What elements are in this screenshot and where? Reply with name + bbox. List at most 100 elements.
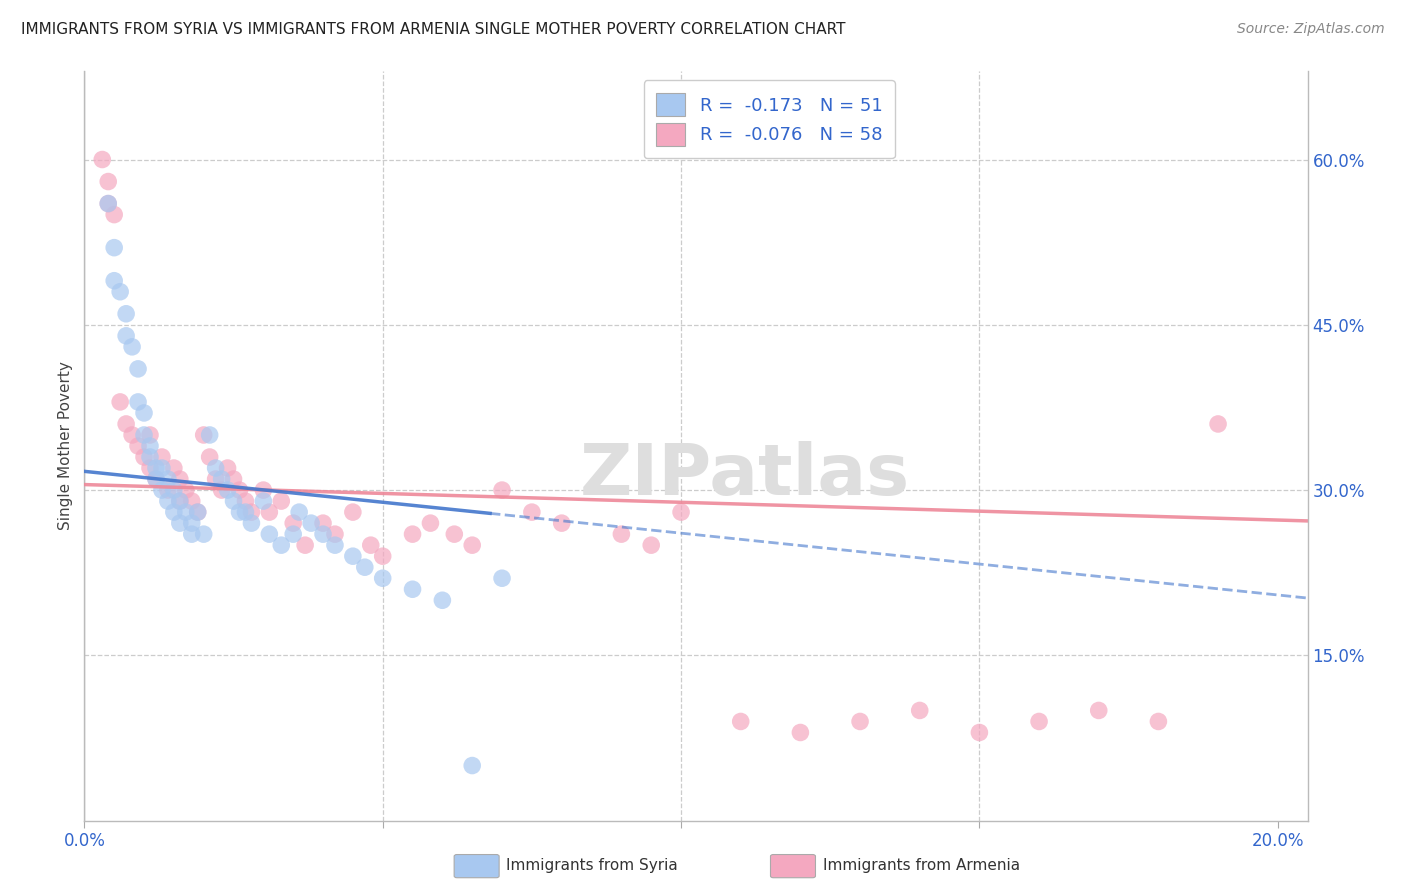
Text: Source: ZipAtlas.com: Source: ZipAtlas.com [1237, 22, 1385, 37]
Point [121, 428, 143, 442]
Point [198, 428, 221, 442]
Point [461, 758, 484, 772]
Point [204, 472, 226, 486]
Point [240, 516, 263, 530]
Point [91, 153, 114, 167]
Point [969, 725, 991, 739]
Point [610, 527, 633, 541]
Point [342, 549, 364, 564]
Point [115, 417, 138, 431]
Point [163, 505, 186, 519]
Point [849, 714, 872, 729]
Point [150, 461, 173, 475]
Point [139, 450, 162, 464]
Point [145, 472, 167, 486]
Point [640, 538, 662, 552]
Point [299, 516, 322, 530]
Point [150, 450, 173, 464]
Point [371, 571, 394, 585]
Point [288, 505, 311, 519]
Point [1206, 417, 1229, 431]
Point [360, 538, 382, 552]
Point [217, 461, 239, 475]
Point [252, 483, 274, 497]
Point [145, 461, 167, 475]
Point [270, 494, 292, 508]
Text: Immigrants from Syria: Immigrants from Syria [506, 858, 678, 872]
Point [283, 516, 305, 530]
Point [270, 538, 292, 552]
Text: ZIPatlas: ZIPatlas [579, 442, 910, 510]
Point [169, 472, 191, 486]
Point [204, 461, 226, 475]
Point [432, 593, 454, 607]
Point [259, 505, 281, 519]
Point [180, 494, 202, 508]
Point [145, 472, 167, 486]
Point [312, 527, 335, 541]
Point [115, 307, 138, 321]
Point [401, 582, 423, 597]
Point [97, 196, 120, 211]
Point [103, 241, 125, 255]
Point [115, 328, 138, 343]
Point [108, 285, 131, 299]
Point [211, 472, 233, 486]
Point [283, 527, 305, 541]
Point [127, 439, 149, 453]
Point [180, 527, 202, 541]
Point [139, 439, 162, 453]
Point [103, 208, 125, 222]
Point [730, 714, 752, 729]
Point [222, 494, 245, 508]
Point [491, 483, 513, 497]
Point [551, 516, 574, 530]
Point [312, 516, 335, 530]
Point [156, 494, 179, 508]
Point [121, 340, 143, 354]
Point [908, 703, 931, 717]
Y-axis label: Single Mother Poverty: Single Mother Poverty [58, 361, 73, 531]
Point [174, 483, 197, 497]
Legend: R =  -0.173   N = 51, R =  -0.076   N = 58: R = -0.173 N = 51, R = -0.076 N = 58 [644, 80, 896, 159]
Point [217, 483, 239, 497]
Point [127, 362, 149, 376]
Point [139, 461, 162, 475]
Point [235, 494, 257, 508]
Point [132, 406, 155, 420]
Point [108, 395, 131, 409]
Text: Immigrants from Armenia: Immigrants from Armenia [823, 858, 1019, 872]
Point [103, 274, 125, 288]
Point [461, 538, 484, 552]
Point [187, 505, 209, 519]
Point [1028, 714, 1050, 729]
Point [139, 428, 162, 442]
Point [163, 461, 186, 475]
Point [1087, 703, 1109, 717]
Point [169, 516, 191, 530]
Point [169, 494, 191, 508]
Point [156, 472, 179, 486]
Point [353, 560, 375, 574]
Point [187, 505, 209, 519]
Point [520, 505, 543, 519]
Point [371, 549, 394, 564]
Point [789, 725, 811, 739]
Point [97, 175, 120, 189]
Point [132, 450, 155, 464]
Point [419, 516, 441, 530]
Point [180, 516, 202, 530]
Point [294, 538, 316, 552]
Point [1147, 714, 1170, 729]
Point [323, 538, 346, 552]
Text: IMMIGRANTS FROM SYRIA VS IMMIGRANTS FROM ARMENIA SINGLE MOTHER POVERTY CORRELATI: IMMIGRANTS FROM SYRIA VS IMMIGRANTS FROM… [21, 22, 845, 37]
Point [235, 505, 257, 519]
Point [228, 483, 250, 497]
Point [669, 505, 692, 519]
Point [401, 527, 423, 541]
Point [127, 395, 149, 409]
Point [174, 505, 197, 519]
Point [193, 428, 215, 442]
Point [323, 527, 346, 541]
Point [252, 494, 274, 508]
